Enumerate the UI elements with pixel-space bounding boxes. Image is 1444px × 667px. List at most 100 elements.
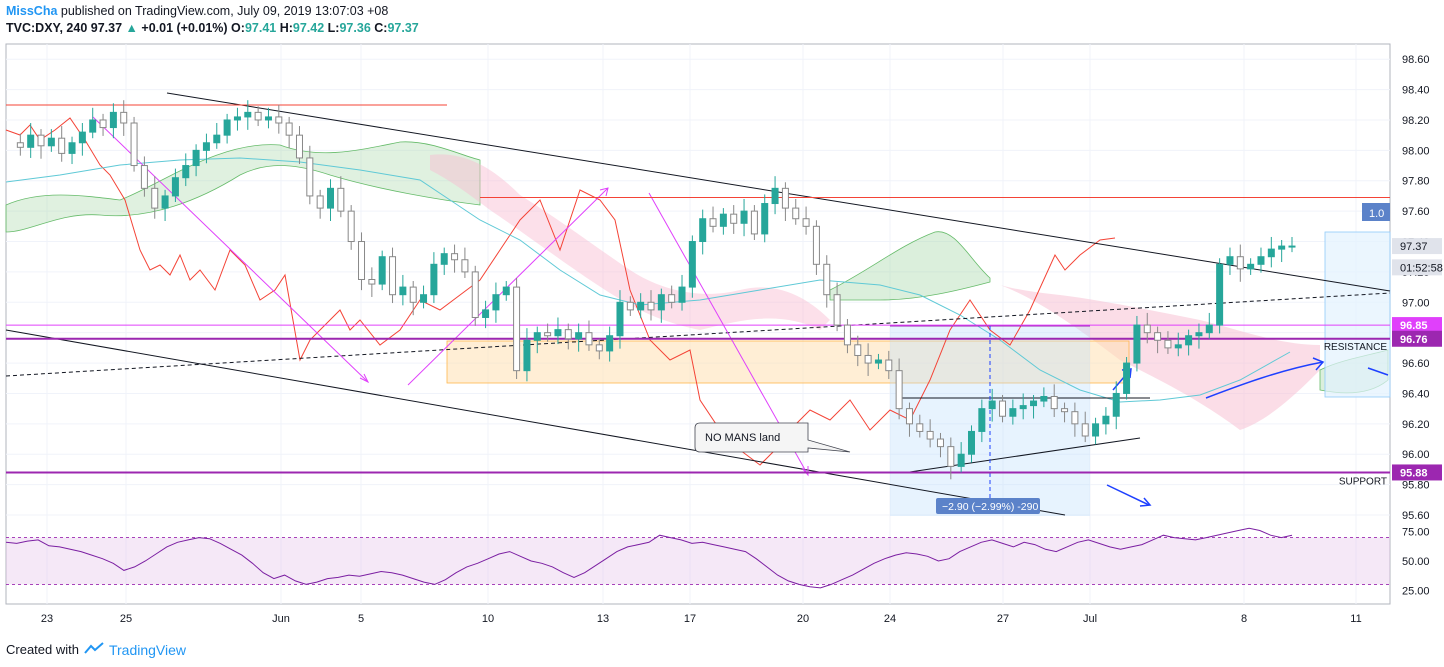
candle-body [327, 187, 334, 209]
x-tick-label: 17 [684, 613, 696, 625]
dashed-trendline[interactable] [5, 292, 1391, 377]
price-tag-bg [1392, 317, 1442, 334]
x-tick-label: 25 [120, 613, 132, 625]
candle-body [347, 210, 355, 243]
candle-body [781, 187, 789, 209]
author-name[interactable]: MissCha [6, 4, 58, 18]
no-mans-land-text: NO MANS land [705, 432, 780, 444]
candle-body [68, 142, 76, 154]
tradingview-brand[interactable]: TradingView [108, 641, 187, 658]
x-tick-label: 24 [884, 613, 896, 625]
candle-body [264, 116, 272, 121]
candle-body [1009, 408, 1017, 417]
y-tick-label: 96.60 [1402, 358, 1430, 370]
cloud-red-1 [430, 154, 830, 330]
price-tag-bg [1392, 464, 1442, 481]
price-tag-text: 96.85 [1400, 320, 1428, 332]
y-tick-label: 96.20 [1402, 419, 1430, 431]
rsi-line [5, 527, 1293, 589]
x-tick-label: Jun [272, 613, 290, 625]
low-label: L: [327, 21, 340, 35]
measure-label-bg [936, 498, 1040, 514]
y-tick-label: 98.40 [1402, 85, 1430, 97]
candle-body [564, 329, 572, 340]
blue-arrows [1106, 357, 1389, 507]
candle-body [130, 122, 138, 167]
publish-info: published on TradingView.com, July 09, 2… [60, 4, 389, 18]
candle-body [843, 324, 851, 346]
y-tick-label: 97.00 [1402, 297, 1430, 309]
footer: Created with TradingView [6, 641, 186, 658]
y-tick-label: 95.60 [1402, 510, 1430, 522]
candle-body [275, 116, 283, 124]
candle-body [254, 111, 262, 121]
candle-body [750, 210, 758, 235]
candle-body [440, 253, 448, 265]
y-tick-label: 96.00 [1402, 449, 1430, 461]
candle-body [905, 408, 913, 425]
candle-body [99, 119, 107, 129]
candle-body [523, 339, 531, 372]
consolidation-zone[interactable] [446, 340, 1130, 384]
candle-body [89, 119, 97, 133]
rsi-band [6, 537, 1390, 585]
candle-body [978, 408, 986, 432]
candle-body [916, 423, 924, 432]
price-tag-bg [1392, 330, 1442, 347]
candle-body [1102, 415, 1110, 425]
candle-body [1133, 324, 1141, 364]
time-axis: 23 25 Jun 5 10 13 17 20 24 27 Jul 8 11 [41, 613, 1362, 625]
no-mans-land-callout[interactable] [694, 422, 851, 453]
y-tick-label: 97.60 [1402, 206, 1430, 218]
candle-body [389, 256, 397, 296]
candle-body [409, 286, 417, 303]
candle-body [864, 354, 872, 364]
ohlc-line: TVC:DXY, 240 97.37 ▲ +0.01 (+0.01%) O:97… [6, 21, 419, 35]
box-label: 1.0 [1369, 208, 1384, 220]
x-tick-label: 11 [1350, 613, 1361, 625]
candle-body [316, 195, 324, 209]
candle-body [1247, 263, 1255, 270]
candle-body [378, 256, 386, 285]
candle-body [1030, 400, 1038, 407]
price-tag-bg [1392, 259, 1442, 276]
candle-body [957, 453, 965, 467]
candle-body [151, 187, 159, 209]
candle-body [740, 210, 748, 224]
candle-body [719, 213, 727, 227]
candle-body [1216, 263, 1224, 326]
candle-body [637, 301, 645, 311]
up-arrow-icon: ▲ [125, 21, 138, 35]
price-line-label: SUPPORT [1339, 476, 1387, 487]
candle-body [544, 332, 552, 337]
price-tag-text: 01:52:58 [1400, 262, 1443, 274]
candle-body [430, 263, 438, 296]
triangle-bottom-line[interactable] [902, 437, 1141, 474]
candle-body [988, 400, 996, 410]
candle-body [730, 213, 738, 224]
x-tick-label: 10 [482, 613, 494, 625]
price-labels: 97.37 01:52:58 96.85 96.76 95.88 [1392, 238, 1443, 481]
candle-body [595, 344, 603, 352]
y-tick-label: 98.60 [1402, 54, 1430, 66]
candle-body [668, 294, 676, 303]
candle-body [688, 241, 696, 288]
candle-body [1205, 324, 1213, 334]
candle-body [885, 359, 893, 372]
y-tick-label: 95.80 [1402, 480, 1430, 492]
candle-body [399, 286, 407, 296]
candle-body [1257, 256, 1265, 265]
created-with-label: Created with [6, 642, 79, 657]
candle-body [78, 131, 86, 144]
candle-body [223, 119, 231, 136]
candle-body [1040, 395, 1048, 402]
projection-box[interactable] [1324, 231, 1391, 398]
candle-body [420, 294, 428, 303]
price-line-label: RESISTANCE [1324, 342, 1387, 353]
rsi-pane: 75.00 50.00 25.00 [5, 527, 1430, 597]
candle-body [502, 286, 510, 296]
candle-body [1019, 405, 1027, 410]
candle-body [1143, 324, 1151, 334]
lower-trendline[interactable] [5, 329, 1066, 516]
